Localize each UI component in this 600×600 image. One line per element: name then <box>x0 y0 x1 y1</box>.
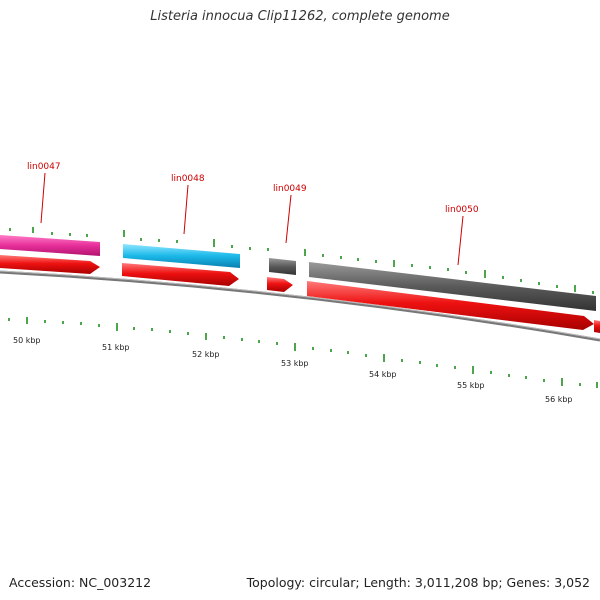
scale-label-51-kbp: 51 kbp <box>102 343 130 352</box>
scale-tick-row <box>8 317 598 388</box>
gene-bar-lin0048[interactable] <box>123 244 240 268</box>
map-title: Listeria innocua Clip11262, complete gen… <box>150 9 450 24</box>
leader-line-lin0049 <box>285 194 292 244</box>
genome-backbone <box>0 270 600 342</box>
leader-line-lin0050 <box>457 215 464 266</box>
gene-label-lin0048[interactable]: lin0048 <box>171 174 205 184</box>
upper-tick-row <box>9 227 594 294</box>
cds-arrow-lin0050[interactable] <box>307 281 594 330</box>
accession-text: Accession: NC_003212 <box>9 575 152 590</box>
scale-label-55-kbp: 55 kbp <box>457 381 485 390</box>
scale-label-52-kbp: 52 kbp <box>192 350 220 359</box>
leader-line-lin0047 <box>40 172 46 224</box>
scale-label-54-kbp: 54 kbp <box>369 370 397 379</box>
gene-label-lin0047[interactable]: lin0047 <box>27 162 61 172</box>
gene-bar-lin0047[interactable] <box>0 235 100 256</box>
gene-bar-lin0050[interactable] <box>309 262 596 311</box>
cds-arrow-lin0049[interactable] <box>267 277 293 292</box>
scale-label-56-kbp: 56 kbp <box>545 395 573 404</box>
gene-label-lin0050[interactable]: lin0050 <box>445 205 479 215</box>
scale-label-53-kbp: 53 kbp <box>281 359 309 368</box>
gene-bar-lin0049[interactable] <box>269 258 296 275</box>
genome-summary-text: Topology: circular; Length: 3,011,208 bp… <box>246 575 590 590</box>
scale-label-50-kbp: 50 kbp <box>13 336 41 345</box>
cds-arrow-lin0048[interactable] <box>122 263 239 286</box>
gene-label-lin0049[interactable]: lin0049 <box>273 184 307 194</box>
cds-arrow-lin0047[interactable] <box>0 255 100 274</box>
cds-arrow-next[interactable] <box>594 320 600 333</box>
leader-line-lin0048 <box>183 184 189 235</box>
